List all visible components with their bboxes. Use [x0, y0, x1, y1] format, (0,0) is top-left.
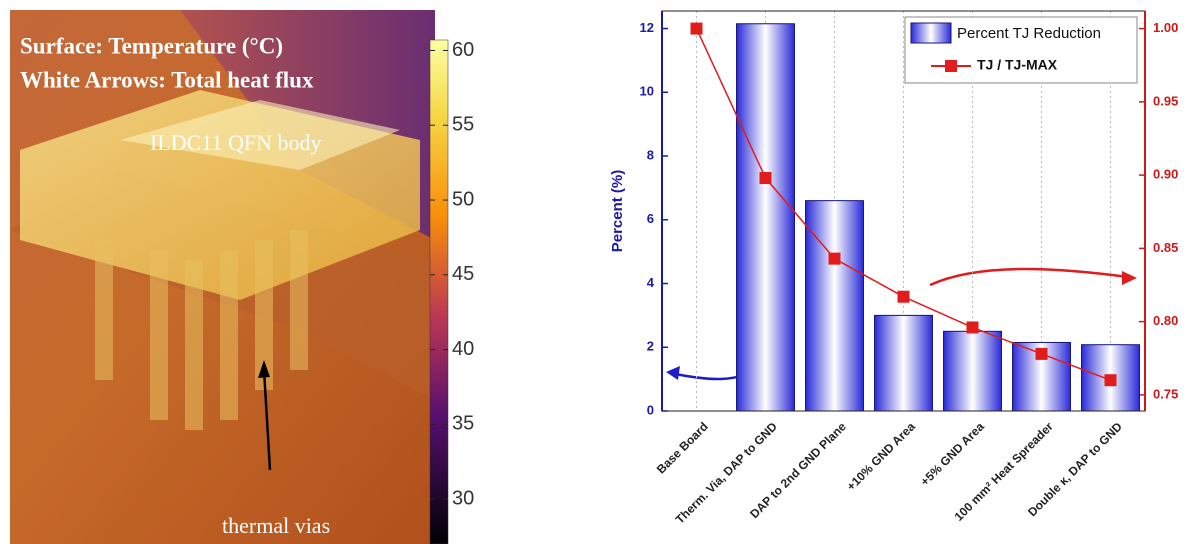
- axis-arrow-head: [666, 366, 680, 380]
- sim-title: White Arrows: Total heat flux: [20, 67, 314, 92]
- point: [829, 253, 841, 265]
- x-tick-label: +10% GND Area: [844, 419, 918, 493]
- point: [1036, 348, 1048, 360]
- sim-label: ILDC11 QFN body: [150, 130, 322, 155]
- y2-tick-label: 0.85: [1153, 240, 1178, 255]
- y-tick-label: 4: [647, 275, 655, 290]
- bar: [806, 201, 864, 411]
- colorbar-tick-label: 40: [452, 338, 474, 360]
- point: [967, 321, 979, 333]
- bar: [737, 24, 795, 411]
- point: [1105, 374, 1117, 386]
- x-tick-label: Base Board: [654, 419, 711, 476]
- y-tick-label: 2: [647, 339, 654, 354]
- figure: Surface: Temperature (°C) White Arrows: …: [0, 0, 1189, 544]
- y2-tick-label: 0.95: [1153, 93, 1178, 108]
- colorbar-tick-label: 45: [452, 263, 474, 285]
- colorbar-tick-label: 50: [452, 188, 474, 210]
- x-tick-label: +5% GND Area: [918, 419, 987, 488]
- y-tick-label: 10: [640, 84, 654, 99]
- y-tick-label: 6: [647, 211, 654, 226]
- colorbar-tick-label: 55: [452, 114, 474, 136]
- legend-point: [945, 60, 957, 72]
- sim-label: thermal vias: [222, 513, 330, 538]
- axis-arrow: [930, 269, 1128, 285]
- chart: 0 2 4 6 8 10 12 0.75 0.80 0.85 0.90 0.95 1.00 Percent…: [609, 11, 1178, 527]
- bar: [944, 331, 1002, 411]
- colorbar-tick-label: 35: [452, 413, 474, 435]
- point: [898, 291, 910, 303]
- legend-label: TJ / TJ-MAX: [977, 57, 1058, 73]
- y-tick-label: 0: [647, 402, 654, 417]
- y-tick-label: 12: [640, 20, 654, 35]
- y2-tick-label: 0.80: [1153, 313, 1178, 328]
- y2-tick-label: 1.00: [1153, 20, 1178, 35]
- simulation-image: Surface: Temperature (°C) White Arrows: …: [10, 10, 474, 544]
- y-axis-label: Percent (%): [609, 170, 626, 253]
- sim-title: Surface: Temperature (°C): [20, 33, 283, 58]
- colorbar: [430, 40, 448, 544]
- point: [760, 172, 772, 184]
- axis-arrow-head: [1122, 271, 1137, 285]
- page: {"simulation": {"title_lines": ["Surface…: [0, 0, 1189, 544]
- bar: [875, 315, 933, 411]
- point: [691, 23, 703, 35]
- colorbar-tick-label: 60: [452, 39, 474, 61]
- legend-swatch: [911, 23, 951, 43]
- legend-label: Percent TJ Reduction: [957, 25, 1101, 42]
- y2-tick-label: 0.75: [1153, 386, 1178, 401]
- y-tick-label: 8: [647, 147, 654, 162]
- y2-tick-label: 0.90: [1153, 167, 1178, 182]
- colorbar-tick-label: 30: [452, 487, 474, 509]
